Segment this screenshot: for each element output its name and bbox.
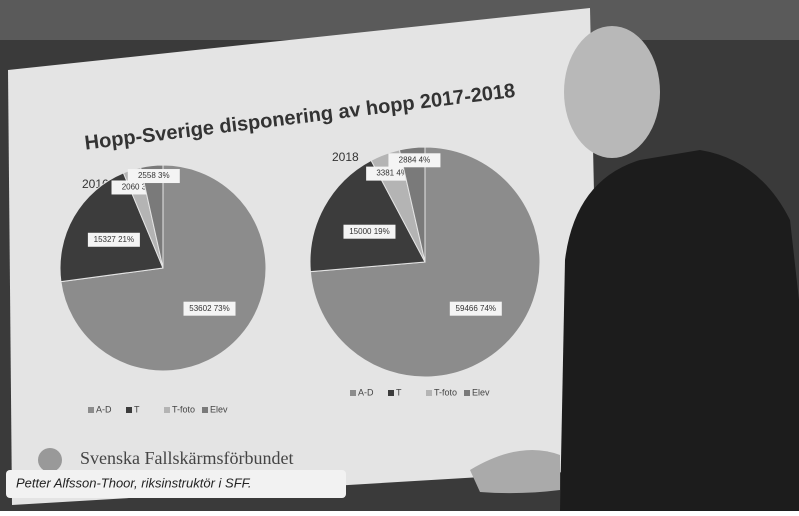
legend-label: A-D [358,387,374,397]
data-label: 59466 74% [456,304,496,313]
legend-label: Elev [210,404,228,414]
legend-swatch [426,390,432,396]
logo [38,448,62,472]
page: Hopp-Sverige disponering av hopp 2017-20… [0,0,799,511]
data-label: 3381 4% [376,169,408,178]
slide-footer: Svenska Fallskärmsförbundet [80,448,293,468]
data-label: 15327 21% [94,235,134,244]
person-body [560,150,799,511]
pie-title: 2018 [332,150,359,164]
legend-swatch [464,390,470,396]
person-head [564,26,660,158]
legend-label: Elev [472,387,490,397]
legend-label: T [134,404,140,414]
data-label: 2884 4% [399,155,431,164]
legend-swatch [126,407,132,413]
legend-swatch [164,407,170,413]
photo: Hopp-Sverige disponering av hopp 2017-20… [0,0,799,511]
legend-label: A-D [96,404,112,414]
legend-label: T [396,387,402,397]
data-label: 2558 3% [138,171,170,180]
data-label: 53602 73% [189,304,229,313]
data-label: 15000 19% [349,227,389,236]
legend-swatch [88,407,94,413]
caption: Petter Alfsson-Thoor, riksinstruktör i S… [16,475,252,490]
legend-swatch [350,390,356,396]
legend-swatch [202,407,208,413]
legend-label: T-foto [172,404,195,414]
legend-swatch [388,390,394,396]
legend-label: T-foto [434,387,457,397]
